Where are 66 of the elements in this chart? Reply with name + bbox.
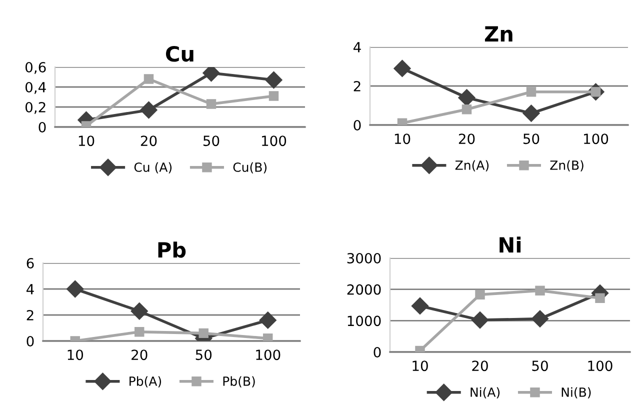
- x-tick-label: 10: [394, 134, 410, 144]
- legend-label: Zn(A): [455, 160, 489, 172]
- x-tick-label: 10: [78, 136, 94, 146]
- y-tick-label: 4: [26, 284, 34, 294]
- x-tick-label: 100: [262, 136, 286, 146]
- y-tick-label: 0,4: [25, 82, 46, 94]
- x-tick-label: 100: [588, 360, 612, 372]
- y-tick-label: 2: [26, 310, 34, 320]
- point: [140, 101, 158, 119]
- point: [134, 327, 144, 337]
- legend-label: Zn(B): [550, 160, 584, 172]
- y-tick-label: 0,6: [25, 62, 46, 74]
- chart-title: Cu: [166, 46, 194, 62]
- point: [394, 60, 411, 77]
- point: [475, 290, 485, 300]
- legend-label: Pb(B): [223, 376, 255, 388]
- chart-title: Pb: [158, 242, 186, 258]
- x-tick-label: 20: [458, 134, 475, 144]
- x-tick-label: 50: [203, 136, 220, 146]
- point: [265, 71, 282, 89]
- x-tick-label: 10: [412, 360, 428, 372]
- point: [202, 67, 220, 82]
- x-tick-label: 20: [132, 350, 148, 360]
- x-tick-label: 20: [472, 360, 488, 372]
- y-tick-label: 0: [38, 122, 46, 132]
- x-tick-label: 20: [140, 136, 157, 146]
- y-tick-label: 1000: [348, 316, 381, 326]
- y-tick-label: 2000: [347, 284, 381, 295]
- point: [206, 99, 216, 109]
- x-tick-label: 50: [532, 360, 548, 372]
- x-tick-label: 100: [256, 350, 280, 360]
- y-tick-label: 4: [354, 42, 361, 52]
- y-tick-label: 0: [26, 336, 34, 346]
- y-tick-label: 2: [354, 80, 360, 92]
- point: [259, 312, 276, 329]
- point: [198, 328, 208, 338]
- legend-label: Ni(A): [470, 387, 500, 398]
- point: [471, 311, 489, 329]
- x-tick-label: 100: [584, 134, 608, 144]
- x-tick-label: 50: [523, 134, 540, 144]
- chart-title: Zn: [484, 26, 512, 42]
- point: [411, 297, 429, 314]
- point: [462, 104, 472, 114]
- point: [130, 302, 148, 320]
- point: [526, 86, 536, 97]
- point: [263, 334, 273, 341]
- y-tick-label: 0: [354, 120, 361, 130]
- point: [458, 89, 476, 106]
- x-tick-label: 50: [196, 350, 212, 360]
- point: [66, 280, 84, 298]
- y-tick-label: 6: [26, 258, 34, 268]
- point: [531, 310, 549, 328]
- point: [595, 293, 605, 303]
- legend-label: Cu(B): [233, 162, 267, 174]
- point: [144, 74, 154, 84]
- chart-title: Ni: [500, 236, 521, 252]
- legend-label: Pb(A): [130, 376, 162, 388]
- point: [268, 91, 279, 101]
- y-tick-label: 3000: [347, 252, 381, 264]
- legend-label: Ni(B): [562, 387, 591, 398]
- point: [522, 104, 540, 122]
- y-tick-label: 0,2: [25, 102, 46, 114]
- y-tick-label: 0: [374, 346, 381, 358]
- legend-label: Cu (A): [134, 162, 172, 174]
- x-tick-label: 10: [68, 350, 84, 360]
- point: [535, 286, 545, 296]
